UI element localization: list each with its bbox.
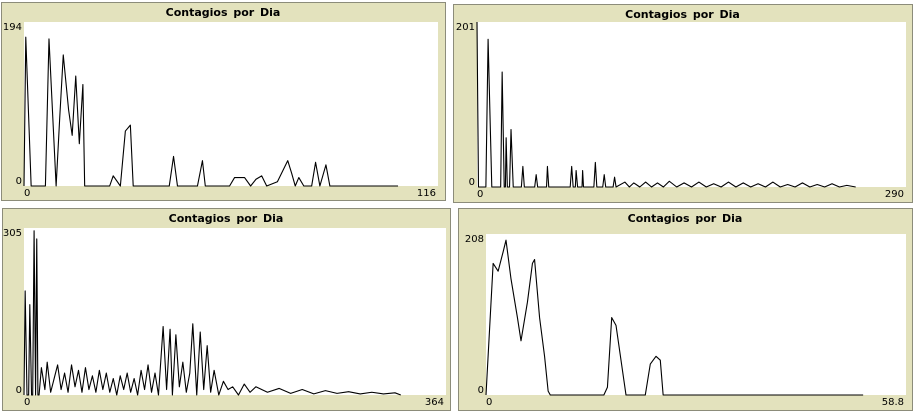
plot-title: Contagios por Dia <box>169 212 284 225</box>
x-tick-label: 0 <box>477 189 483 200</box>
plot-title: Contagios por Dia <box>625 8 740 21</box>
plot-title: Contagios por Dia <box>166 6 281 19</box>
x-tick-label: 364 <box>425 397 444 408</box>
x-tick-label: 0 <box>24 397 30 408</box>
plot-widget: Contagios por Dia 0 290 0 201 <box>453 4 913 203</box>
plot-widget: Contagios por Dia 0 364 0 305 <box>2 208 451 411</box>
x-tick-label: 0 <box>486 397 492 408</box>
y-tick-label: 0 <box>16 176 22 187</box>
y-tick-label: 208 <box>465 234 484 245</box>
plot-widget: Contagios por Dia 0 116 0 194 <box>1 2 446 201</box>
plot-title: Contagios por Dia <box>628 212 743 225</box>
x-tick-label: 58.8 <box>882 397 904 408</box>
y-tick-label: 0 <box>478 385 484 396</box>
data-line <box>476 21 856 188</box>
y-tick-label: 201 <box>456 22 475 33</box>
x-tick-label: 290 <box>885 189 904 200</box>
data-line <box>23 36 399 187</box>
y-tick-label: 0 <box>469 177 475 188</box>
plot-area <box>477 22 906 187</box>
plot-area <box>24 228 446 395</box>
x-tick-label: 116 <box>417 188 436 199</box>
y-tick-label: 0 <box>16 385 22 396</box>
plot-area <box>24 22 438 186</box>
data-line <box>23 230 401 396</box>
plot-area <box>486 234 906 395</box>
y-tick-label: 305 <box>3 228 22 239</box>
y-tick-label: 194 <box>3 22 22 33</box>
data-line <box>485 239 864 396</box>
x-tick-label: 0 <box>24 188 30 199</box>
plot-widget: Contagios por Dia 0 58.8 0 208 <box>458 208 913 411</box>
